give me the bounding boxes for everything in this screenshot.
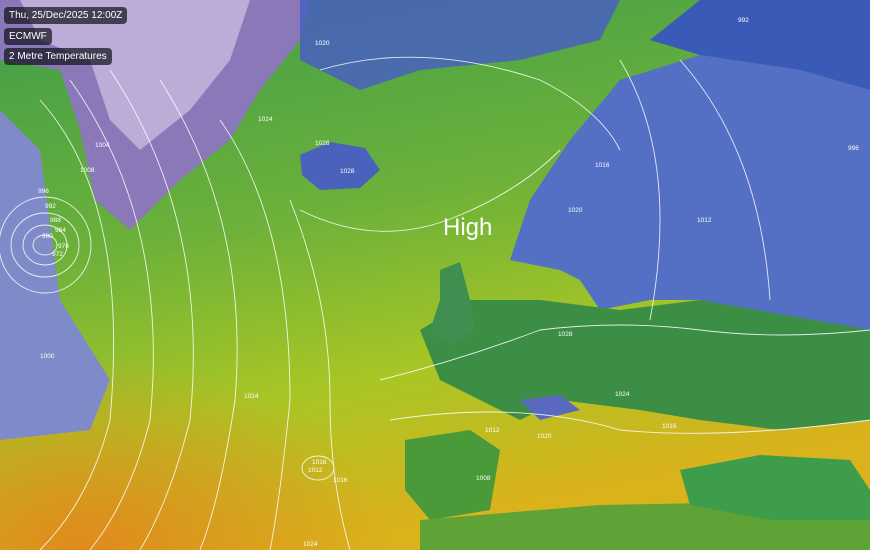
uk — [430, 262, 475, 345]
greenland-interior — [20, 0, 250, 150]
model-label[interactable]: ECMWF — [4, 28, 52, 45]
high-pressure-label: High — [443, 214, 492, 241]
isobar-label: 1020 — [315, 40, 330, 47]
isobar-label: 1008 — [80, 167, 95, 174]
isobar-label: 1024 — [615, 391, 630, 398]
isobar-label: 1024 — [244, 393, 259, 400]
isobar-label: 1028 — [340, 168, 355, 175]
isobar-labels: 1028 1028 1024 1020 1016 1012 1008 1004 … — [38, 17, 859, 548]
isobar-label: 988 — [50, 217, 61, 224]
isobar-label: 1020 — [568, 207, 583, 214]
layer-label[interactable]: 2 Metre Temperatures — [4, 48, 112, 65]
isobar-label: 1020 — [537, 433, 552, 440]
canada — [0, 110, 110, 440]
isobar-label: 1012 — [308, 467, 323, 474]
isobar-label: 980 — [42, 233, 53, 240]
isobar-label: 984 — [55, 227, 66, 234]
iceland — [300, 142, 380, 190]
isobar-label: 1000 — [40, 353, 55, 360]
isobar-label: 1024 — [303, 541, 318, 548]
iberia — [405, 430, 500, 520]
isobar-label: 1016 — [595, 162, 610, 169]
isobar-label: 1012 — [485, 427, 500, 434]
isobar-label: 1028 — [315, 140, 330, 147]
isobar-label: 992 — [45, 203, 56, 210]
isobar-label: 1024 — [258, 116, 273, 123]
isobar-label: 992 — [738, 17, 749, 24]
isobar-label: 1016 — [312, 459, 327, 466]
isobar-label: 1008 — [476, 475, 491, 482]
isobar-label: 1016 — [662, 423, 677, 430]
isobar-label: 996 — [848, 145, 859, 152]
turkey — [680, 455, 870, 520]
russia-snow — [650, 0, 870, 90]
scandinavia — [510, 55, 870, 330]
isobar-label: 976 — [58, 243, 69, 250]
isobars — [0, 56, 870, 550]
isobar-label: 1028 — [558, 331, 573, 338]
arctic-sea-ice — [300, 0, 620, 90]
isobar-label: 1004 — [95, 142, 110, 149]
isobar-label: 996 — [38, 188, 49, 195]
isobar-label: 1016 — [333, 477, 348, 484]
isobar-label: 1012 — [697, 217, 712, 224]
datetime-label: Thu, 25/Dec/2025 12:00Z — [4, 7, 128, 24]
isobar-label: 972 — [52, 251, 63, 258]
